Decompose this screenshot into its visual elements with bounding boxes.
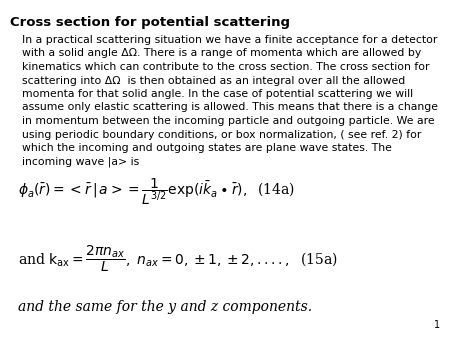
Text: which the incoming and outgoing states are plane wave states. The: which the incoming and outgoing states a… <box>22 143 392 153</box>
Text: 1: 1 <box>434 320 440 330</box>
Text: incoming wave |a> is: incoming wave |a> is <box>22 156 139 167</box>
Text: assume only elastic scattering is allowed. This means that there is a change: assume only elastic scattering is allowe… <box>22 102 438 113</box>
Text: using periodic boundary conditions, or box normalization, ( see ref. 2) for: using periodic boundary conditions, or b… <box>22 129 421 140</box>
Text: and $\mathrm{k}_{\mathrm{ax}} = \dfrac{2\pi n_{ax}}{L},\; n_{ax} = 0, \pm 1, \pm: and $\mathrm{k}_{\mathrm{ax}} = \dfrac{2… <box>18 243 338 274</box>
Text: and the same for the y and z components.: and the same for the y and z components. <box>18 300 312 314</box>
Text: kinematics which can contribute to the cross section. The cross section for: kinematics which can contribute to the c… <box>22 62 429 72</box>
Text: Cross section for potential scattering: Cross section for potential scattering <box>10 16 290 29</box>
Text: scattering into ΔΩ  is then obtained as an integral over all the allowed: scattering into ΔΩ is then obtained as a… <box>22 75 405 86</box>
Text: with a solid angle ΔΩ. There is a range of momenta which are allowed by: with a solid angle ΔΩ. There is a range … <box>22 48 421 58</box>
Text: $\phi_a(\bar{r}) =<\bar{r}\,|\,a>= \dfrac{1}{L^{3/2}}\mathrm{exp}(i\bar{k}_a \bu: $\phi_a(\bar{r}) =<\bar{r}\,|\,a>= \dfra… <box>18 176 295 207</box>
Text: In a practical scattering situation we have a finite acceptance for a detector: In a practical scattering situation we h… <box>22 35 437 45</box>
Text: momenta for that solid angle. In the case of potential scattering we will: momenta for that solid angle. In the cas… <box>22 89 413 99</box>
Text: in momentum between the incoming particle and outgoing particle. We are: in momentum between the incoming particl… <box>22 116 435 126</box>
